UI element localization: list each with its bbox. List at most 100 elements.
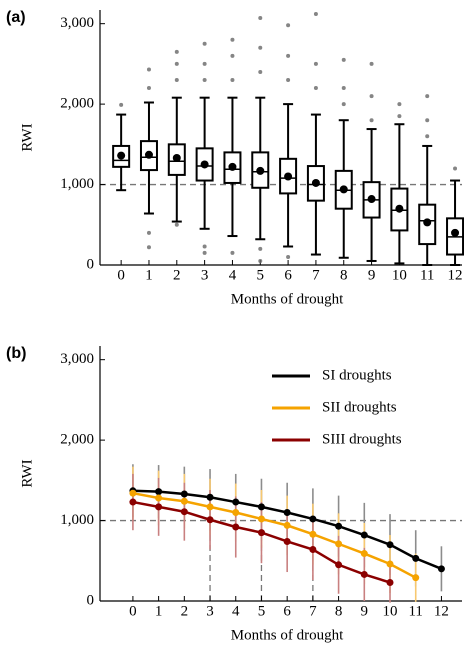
point: [206, 516, 214, 524]
x-tick-label: 6: [283, 603, 291, 619]
outlier: [230, 250, 235, 255]
outlier: [425, 94, 430, 99]
outlier: [369, 94, 374, 99]
mean: [200, 160, 209, 169]
point: [309, 546, 317, 554]
y-tick-label: 2,000: [60, 432, 94, 448]
y-axis-label: RWI: [19, 123, 35, 151]
point: [257, 503, 265, 511]
y-tick-label: 1,000: [60, 512, 94, 528]
y-tick-label: 3,000: [60, 351, 94, 367]
outlier: [397, 102, 402, 107]
mean: [117, 151, 126, 160]
x-tick-label: 5: [257, 267, 265, 283]
outlier: [258, 45, 263, 50]
point: [155, 488, 163, 496]
legend-label: SII droughts: [322, 399, 397, 415]
point: [309, 530, 317, 538]
point: [206, 503, 214, 511]
outlier: [425, 118, 430, 123]
x-tick-label: 12: [448, 267, 463, 283]
x-tick-label: 2: [173, 267, 181, 283]
outlier: [286, 23, 291, 28]
x-tick-label: 12: [434, 603, 449, 619]
outlier: [146, 230, 151, 235]
outlier: [230, 37, 235, 42]
x-tick-label: 0: [117, 267, 125, 283]
point: [360, 570, 368, 578]
outlier: [369, 118, 374, 123]
point: [129, 489, 137, 497]
x-axis-label: Months of drought: [231, 291, 344, 307]
point: [283, 537, 291, 545]
point: [180, 497, 188, 505]
panel-label: (b): [6, 345, 26, 362]
outlier: [146, 245, 151, 250]
mean: [284, 172, 293, 181]
x-tick-label: 8: [335, 603, 343, 619]
mean: [311, 178, 320, 187]
x-axis-label: Months of drought: [231, 627, 344, 643]
y-tick-label: 2,000: [60, 96, 94, 112]
outlier: [202, 250, 207, 255]
mean: [256, 166, 265, 175]
point: [386, 560, 394, 568]
panel-label: (a): [6, 9, 26, 26]
x-tick-label: 3: [206, 603, 214, 619]
outlier: [258, 69, 263, 74]
outlier: [425, 134, 430, 139]
x-tick-label: 7: [312, 267, 320, 283]
point: [386, 578, 394, 586]
outlier: [119, 102, 124, 107]
mean: [228, 162, 237, 171]
series-line: [132, 491, 417, 579]
point: [257, 529, 265, 537]
x-tick-label: 10: [392, 267, 407, 283]
point: [155, 503, 163, 511]
point: [206, 493, 214, 501]
x-tick-label: 11: [420, 267, 434, 283]
x-tick-label: 11: [408, 603, 422, 619]
outlier: [202, 41, 207, 46]
mean: [395, 204, 404, 213]
x-tick-label: 4: [232, 603, 240, 619]
x-tick-label: 1: [155, 603, 163, 619]
mean: [367, 195, 376, 204]
mean: [451, 228, 460, 237]
outlier: [174, 77, 179, 82]
point: [309, 515, 317, 523]
outlier: [174, 49, 179, 54]
point: [412, 554, 420, 562]
x-tick-label: 9: [368, 267, 376, 283]
outlier: [341, 102, 346, 107]
point: [232, 498, 240, 506]
outlier: [341, 57, 346, 62]
x-tick-label: 2: [181, 603, 189, 619]
y-tick-label: 3,000: [60, 15, 94, 31]
x-tick-label: 9: [361, 603, 369, 619]
point: [335, 561, 343, 569]
outlier: [341, 86, 346, 91]
outlier: [146, 67, 151, 72]
legend-label: SI droughts: [322, 367, 392, 383]
outlier: [313, 86, 318, 91]
point: [412, 574, 420, 582]
point: [283, 509, 291, 517]
x-tick-label: 10: [383, 603, 398, 619]
outlier: [286, 77, 291, 82]
point: [335, 540, 343, 548]
outlier: [202, 77, 207, 82]
legend-label: SIII droughts: [322, 431, 402, 447]
x-tick-label: 5: [258, 603, 266, 619]
point: [257, 515, 265, 523]
point: [180, 490, 188, 498]
x-tick-label: 0: [129, 603, 137, 619]
outlier: [202, 61, 207, 66]
outlier: [230, 53, 235, 58]
y-tick-label: 0: [87, 256, 95, 272]
outlier: [286, 254, 291, 259]
mean: [339, 185, 348, 194]
outlier: [258, 246, 263, 251]
point: [283, 521, 291, 529]
